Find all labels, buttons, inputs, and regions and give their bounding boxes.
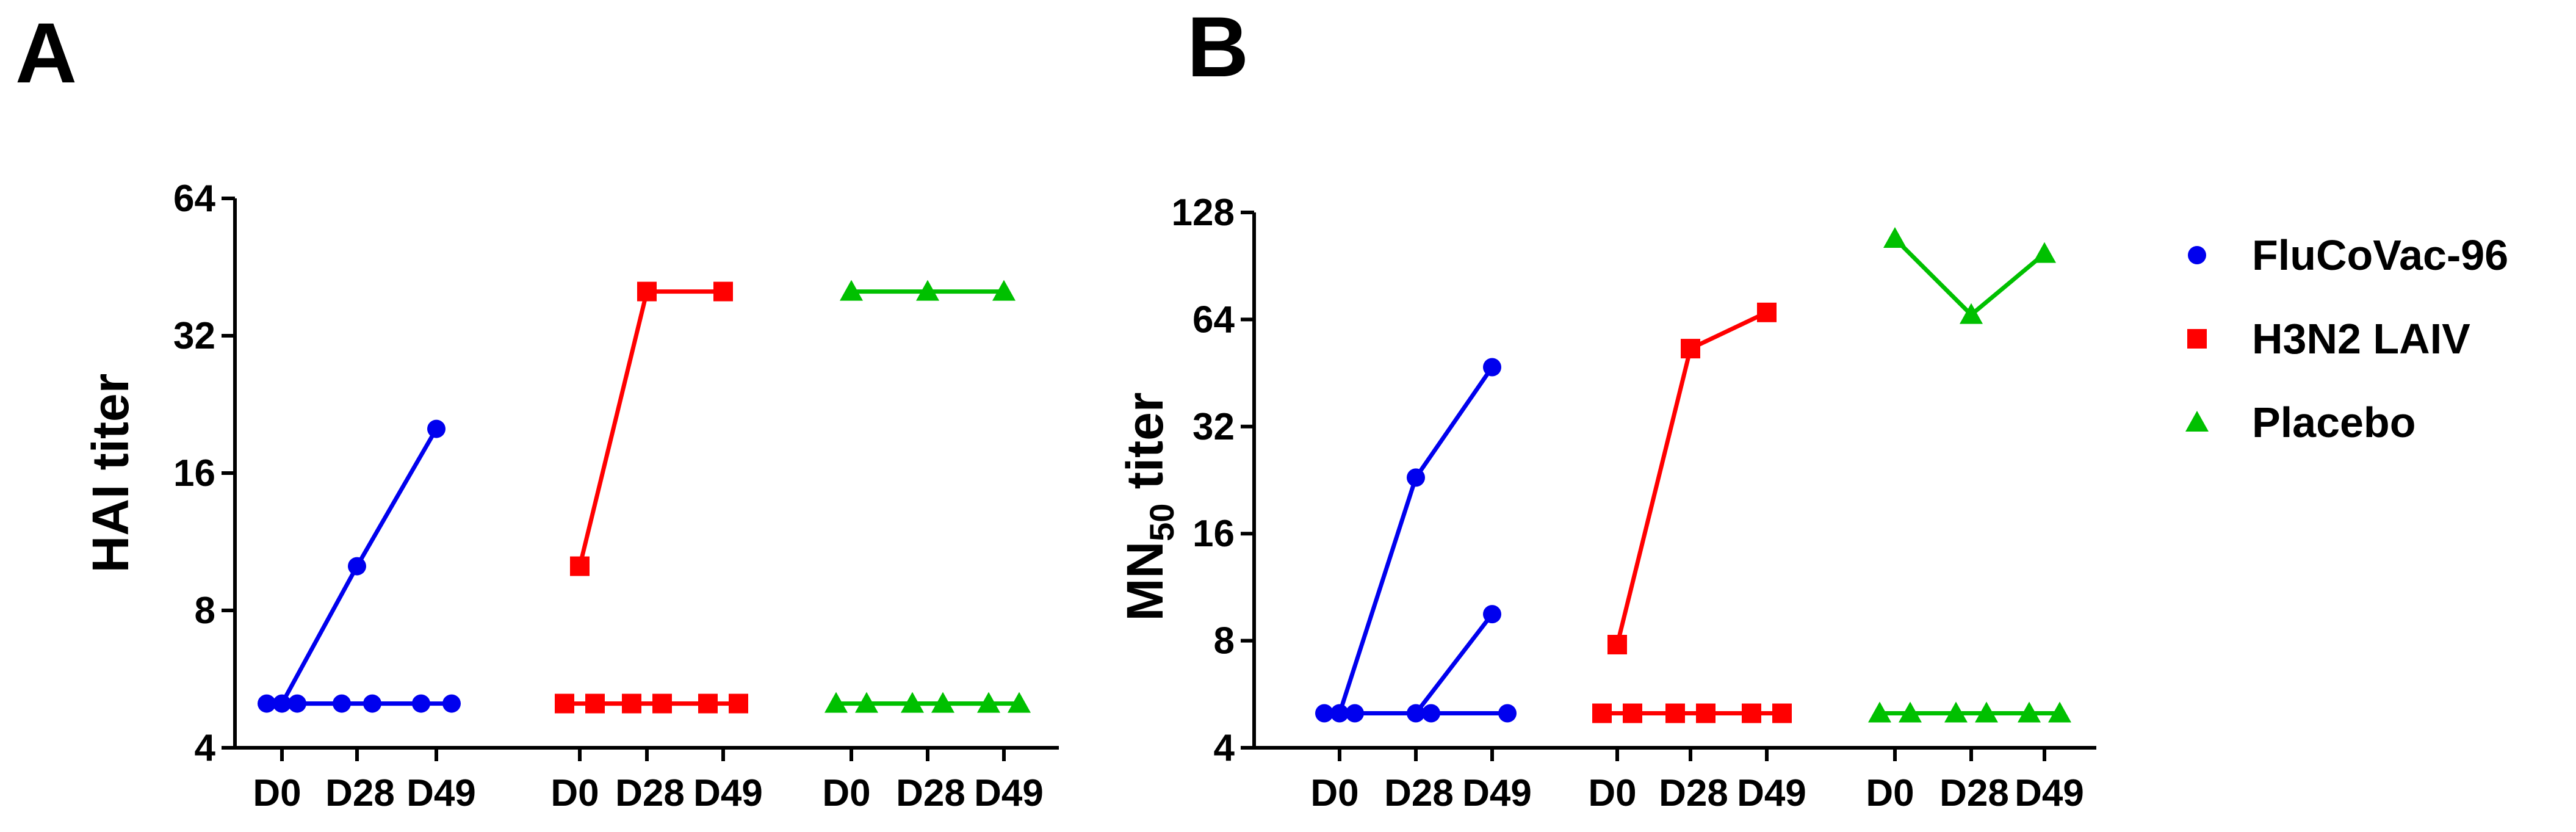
- data-point: [1696, 703, 1716, 723]
- y-axis-label-suffix: titer: [1116, 392, 1174, 504]
- panel-letter-b: B: [1187, 0, 1249, 95]
- data-point: [288, 694, 306, 713]
- data-point: [931, 692, 954, 713]
- legend-label: H3N2 LAIV: [2252, 315, 2470, 363]
- y-axis-title: HAI titer: [82, 374, 139, 573]
- plot-area: [258, 280, 1031, 714]
- legend-label: FluCoVac-96: [2252, 231, 2508, 279]
- y-tick-label: 8: [1214, 620, 1235, 662]
- data-point: [1772, 703, 1792, 723]
- x-tick-label: D49: [406, 772, 476, 814]
- data-point: [652, 693, 672, 714]
- data-point: [1346, 704, 1364, 723]
- data-point: [1757, 302, 1777, 322]
- y-tick-label: 64: [1192, 298, 1235, 341]
- data-point: [2033, 242, 2056, 263]
- x-tick-label: D49: [1462, 772, 1532, 814]
- x-tick-label: D0: [253, 772, 301, 814]
- data-point: [258, 694, 276, 713]
- x-tick-label: D49: [974, 772, 1044, 814]
- y-tick-label: 4: [1214, 727, 1235, 769]
- legend-marker: [2188, 246, 2206, 264]
- data-point: [442, 694, 461, 713]
- x-tick-label: D0: [1310, 772, 1358, 814]
- data-point: [427, 419, 446, 438]
- data-point: [1607, 635, 1627, 655]
- data-point: [1592, 703, 1612, 723]
- data-point: [1407, 468, 1425, 487]
- data-point: [1960, 303, 1983, 324]
- data-point: [713, 281, 733, 302]
- data-point: [1899, 701, 1922, 723]
- data-point: [555, 693, 574, 714]
- data-point: [1975, 701, 1998, 723]
- y-axis-label: HAI titer: [82, 374, 139, 573]
- x-tick-label: D0: [822, 772, 870, 814]
- x-tick-label: D0: [1866, 772, 1914, 814]
- legend-label: Placebo: [2252, 399, 2415, 446]
- x-tick-label: D28: [615, 772, 685, 814]
- data-point: [2048, 701, 2071, 723]
- panel-letter-a: A: [15, 5, 77, 101]
- legend-marker: [2187, 329, 2207, 349]
- series-line: [1324, 612, 1494, 716]
- data-point: [916, 280, 939, 301]
- x-tick-label: D0: [550, 772, 599, 814]
- x-tick-label: D49: [693, 772, 763, 814]
- data-point: [1498, 704, 1517, 723]
- y-axis-title: MN50 titer: [1116, 392, 1181, 621]
- y-tick-label: 32: [1192, 406, 1235, 448]
- series-line: [577, 289, 723, 567]
- y-axis-label-subscript: 50: [1142, 504, 1181, 541]
- series-line: [1615, 310, 1768, 645]
- y-tick-label: 4: [195, 727, 216, 769]
- legend: FluCoVac-96 H3N2 LAIV Placebo: [2185, 231, 2508, 446]
- y-tick-label: 32: [173, 315, 215, 357]
- x-tick-label: D28: [1384, 772, 1454, 814]
- data-point: [992, 280, 1016, 301]
- y-tick-label: 128: [1172, 192, 1235, 234]
- x-tick-label: D0: [1588, 772, 1636, 814]
- legend-marker: [2185, 411, 2209, 432]
- data-point: [348, 557, 366, 576]
- y-tick-label: 64: [173, 178, 215, 220]
- data-point: [1422, 704, 1440, 723]
- series-line: [1337, 366, 1494, 714]
- data-point: [840, 280, 863, 301]
- x-tick-label: D49: [1737, 772, 1806, 814]
- data-point: [1883, 226, 1907, 248]
- x-tick-label: D28: [1659, 772, 1728, 814]
- data-point: [570, 556, 590, 576]
- y-tick-label: 16: [173, 452, 215, 494]
- data-point: [1008, 692, 1031, 713]
- data-point: [1483, 605, 1501, 624]
- x-tick-label: D28: [1939, 772, 2009, 814]
- data-point: [1315, 704, 1333, 723]
- data-point: [1623, 703, 1642, 723]
- plot-area: [1315, 226, 2071, 723]
- y-axis-label: MN50 titer: [1116, 392, 1181, 621]
- data-point: [585, 693, 605, 714]
- data-point: [855, 692, 878, 713]
- y-axis-label-main: MN: [1116, 541, 1174, 621]
- data-point: [1483, 358, 1501, 377]
- data-point: [363, 694, 381, 713]
- data-point: [1868, 701, 1891, 723]
- data-point: [1681, 339, 1700, 359]
- x-tick-label: D28: [896, 772, 965, 814]
- y-tick-label: 16: [1192, 513, 1235, 555]
- data-point: [824, 692, 848, 713]
- x-tick-label: D28: [325, 772, 395, 814]
- data-point: [729, 693, 748, 714]
- series-line: [1893, 237, 2046, 317]
- data-point: [637, 281, 657, 302]
- y-tick-label: 8: [195, 590, 215, 632]
- x-tick-label: D49: [2015, 772, 2084, 814]
